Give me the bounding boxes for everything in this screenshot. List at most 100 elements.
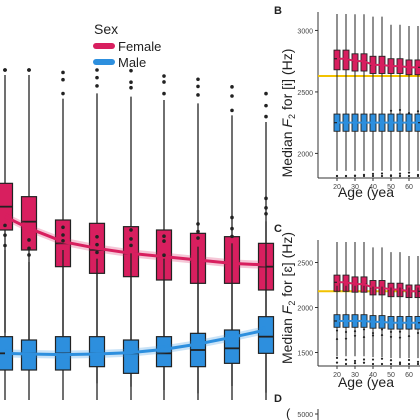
x-tick-label: 30 bbox=[351, 372, 359, 379]
female-outlier bbox=[162, 74, 166, 78]
male-outlier bbox=[3, 233, 7, 237]
female-outlier bbox=[61, 77, 65, 82]
panel-b-x-axis-label: Age (yea bbox=[338, 184, 394, 200]
x-tick-label: 50 bbox=[387, 372, 395, 379]
female-outlier bbox=[61, 70, 65, 75]
male-outlier bbox=[196, 229, 200, 234]
x-tick-label: 40 bbox=[369, 184, 377, 191]
female-outlier bbox=[27, 68, 31, 72]
female-outlier bbox=[230, 108, 234, 113]
y-tick-label: 3000 bbox=[297, 28, 313, 35]
male-outlier bbox=[344, 362, 348, 366]
male-outlier bbox=[362, 174, 366, 178]
male-outlier bbox=[196, 236, 200, 240]
panel-b-plot: 2000 2500 3000 20 30 40 50 60 bbox=[297, 12, 420, 191]
male-outlier bbox=[353, 174, 357, 178]
male-outlier bbox=[416, 360, 420, 363]
panel-a-plot bbox=[0, 68, 275, 400]
y-tick-label: 2000 bbox=[297, 151, 313, 158]
male-outlier bbox=[371, 358, 375, 361]
y-tick-label: 1500 bbox=[297, 351, 313, 358]
male-outlier bbox=[416, 174, 420, 178]
male-trend-line bbox=[337, 320, 418, 324]
panel-d-y-axis-label-fragment: ( bbox=[286, 406, 291, 420]
legend-label-male: Male bbox=[118, 55, 146, 70]
male-outlier bbox=[230, 215, 234, 220]
x-tick-label: 40 bbox=[369, 372, 377, 379]
panel-c: C 1500 2000 2500 20 30 40 50 60 Median F2 for [… bbox=[274, 223, 420, 390]
female-outlier bbox=[196, 93, 200, 97]
male-outlier bbox=[389, 359, 393, 362]
male-outlier bbox=[27, 246, 31, 251]
male-outlier bbox=[398, 362, 402, 366]
male-outlier bbox=[416, 362, 420, 366]
x-tick-label: 20 bbox=[333, 184, 341, 191]
y-tick-label: 2500 bbox=[297, 261, 313, 268]
panel-c-letter: C bbox=[274, 223, 282, 235]
panel-c-plot: 1500 2000 2500 20 30 40 50 60 bbox=[297, 240, 420, 379]
male-outlier bbox=[371, 174, 375, 178]
female-outlier bbox=[95, 68, 99, 72]
male-outlier bbox=[264, 196, 268, 201]
x-tick-label: 60 bbox=[405, 184, 413, 191]
male-outlier bbox=[398, 174, 402, 178]
male-box bbox=[122, 339, 140, 374]
male-outlier bbox=[129, 228, 133, 232]
panel-b: B 2000 2500 3000 20 30 40 50 60 Median F2 for [… bbox=[274, 5, 420, 200]
male-outlier bbox=[344, 174, 348, 178]
female-outlier bbox=[230, 85, 234, 89]
male-outlier bbox=[3, 243, 7, 248]
male-outlier bbox=[129, 243, 133, 248]
male-outlier bbox=[230, 226, 234, 231]
y-tick-label: 2500 bbox=[297, 90, 313, 97]
female-outlier bbox=[196, 84, 200, 89]
legend-title: Sex bbox=[94, 21, 118, 37]
male-outlier bbox=[371, 362, 375, 366]
male-outlier bbox=[61, 233, 65, 237]
male-outlier bbox=[335, 361, 339, 364]
male-outlier bbox=[95, 234, 99, 239]
male-box bbox=[88, 336, 106, 368]
male-outlier bbox=[380, 357, 384, 360]
panel-b-y-axis-label: Median F2 for [i] (Hz) bbox=[279, 49, 297, 178]
female-outlier bbox=[162, 91, 166, 96]
male-outlier bbox=[27, 238, 31, 242]
female-outlier bbox=[129, 80, 133, 85]
panel-b-letter: B bbox=[274, 5, 282, 17]
male-outlier bbox=[380, 362, 384, 366]
female-trend-line bbox=[337, 281, 418, 293]
female-outlier bbox=[264, 91, 268, 96]
female-outlier bbox=[230, 94, 234, 98]
male-outlier bbox=[230, 234, 234, 239]
male-outlier bbox=[371, 172, 375, 175]
x-tick-label: 60 bbox=[405, 372, 413, 379]
male-outlier bbox=[389, 174, 393, 178]
female-outlier bbox=[196, 77, 200, 82]
male-outlier bbox=[264, 211, 268, 216]
male-outlier bbox=[407, 171, 411, 174]
legend: Sex Female Male bbox=[93, 21, 161, 70]
female-outlier bbox=[95, 84, 99, 88]
panel-d-y-tick-label: 5000 bbox=[297, 412, 313, 419]
male-outlier bbox=[407, 174, 411, 178]
x-tick-label: 50 bbox=[387, 184, 395, 191]
female-outlier bbox=[95, 75, 99, 80]
male-outlier bbox=[335, 174, 339, 178]
female-outlier bbox=[129, 68, 133, 73]
panel-c-y-axis-label: Median F2 for [ɛ] (Hz) bbox=[279, 232, 297, 364]
male-outlier bbox=[162, 234, 166, 239]
female-outlier bbox=[162, 80, 166, 84]
male-outlier bbox=[162, 239, 166, 243]
male-outlier bbox=[162, 253, 166, 257]
x-tick-label: 30 bbox=[351, 184, 359, 191]
male-box bbox=[257, 316, 275, 354]
y-tick-label: 2000 bbox=[297, 306, 313, 313]
female-box bbox=[351, 53, 359, 72]
male-outlier bbox=[362, 358, 366, 361]
male-outlier bbox=[129, 237, 133, 241]
male-outlier bbox=[61, 225, 65, 230]
panel-d-letter: D bbox=[274, 393, 282, 405]
male-outlier bbox=[407, 362, 411, 366]
female-box bbox=[333, 49, 341, 71]
male-outlier bbox=[407, 358, 411, 362]
